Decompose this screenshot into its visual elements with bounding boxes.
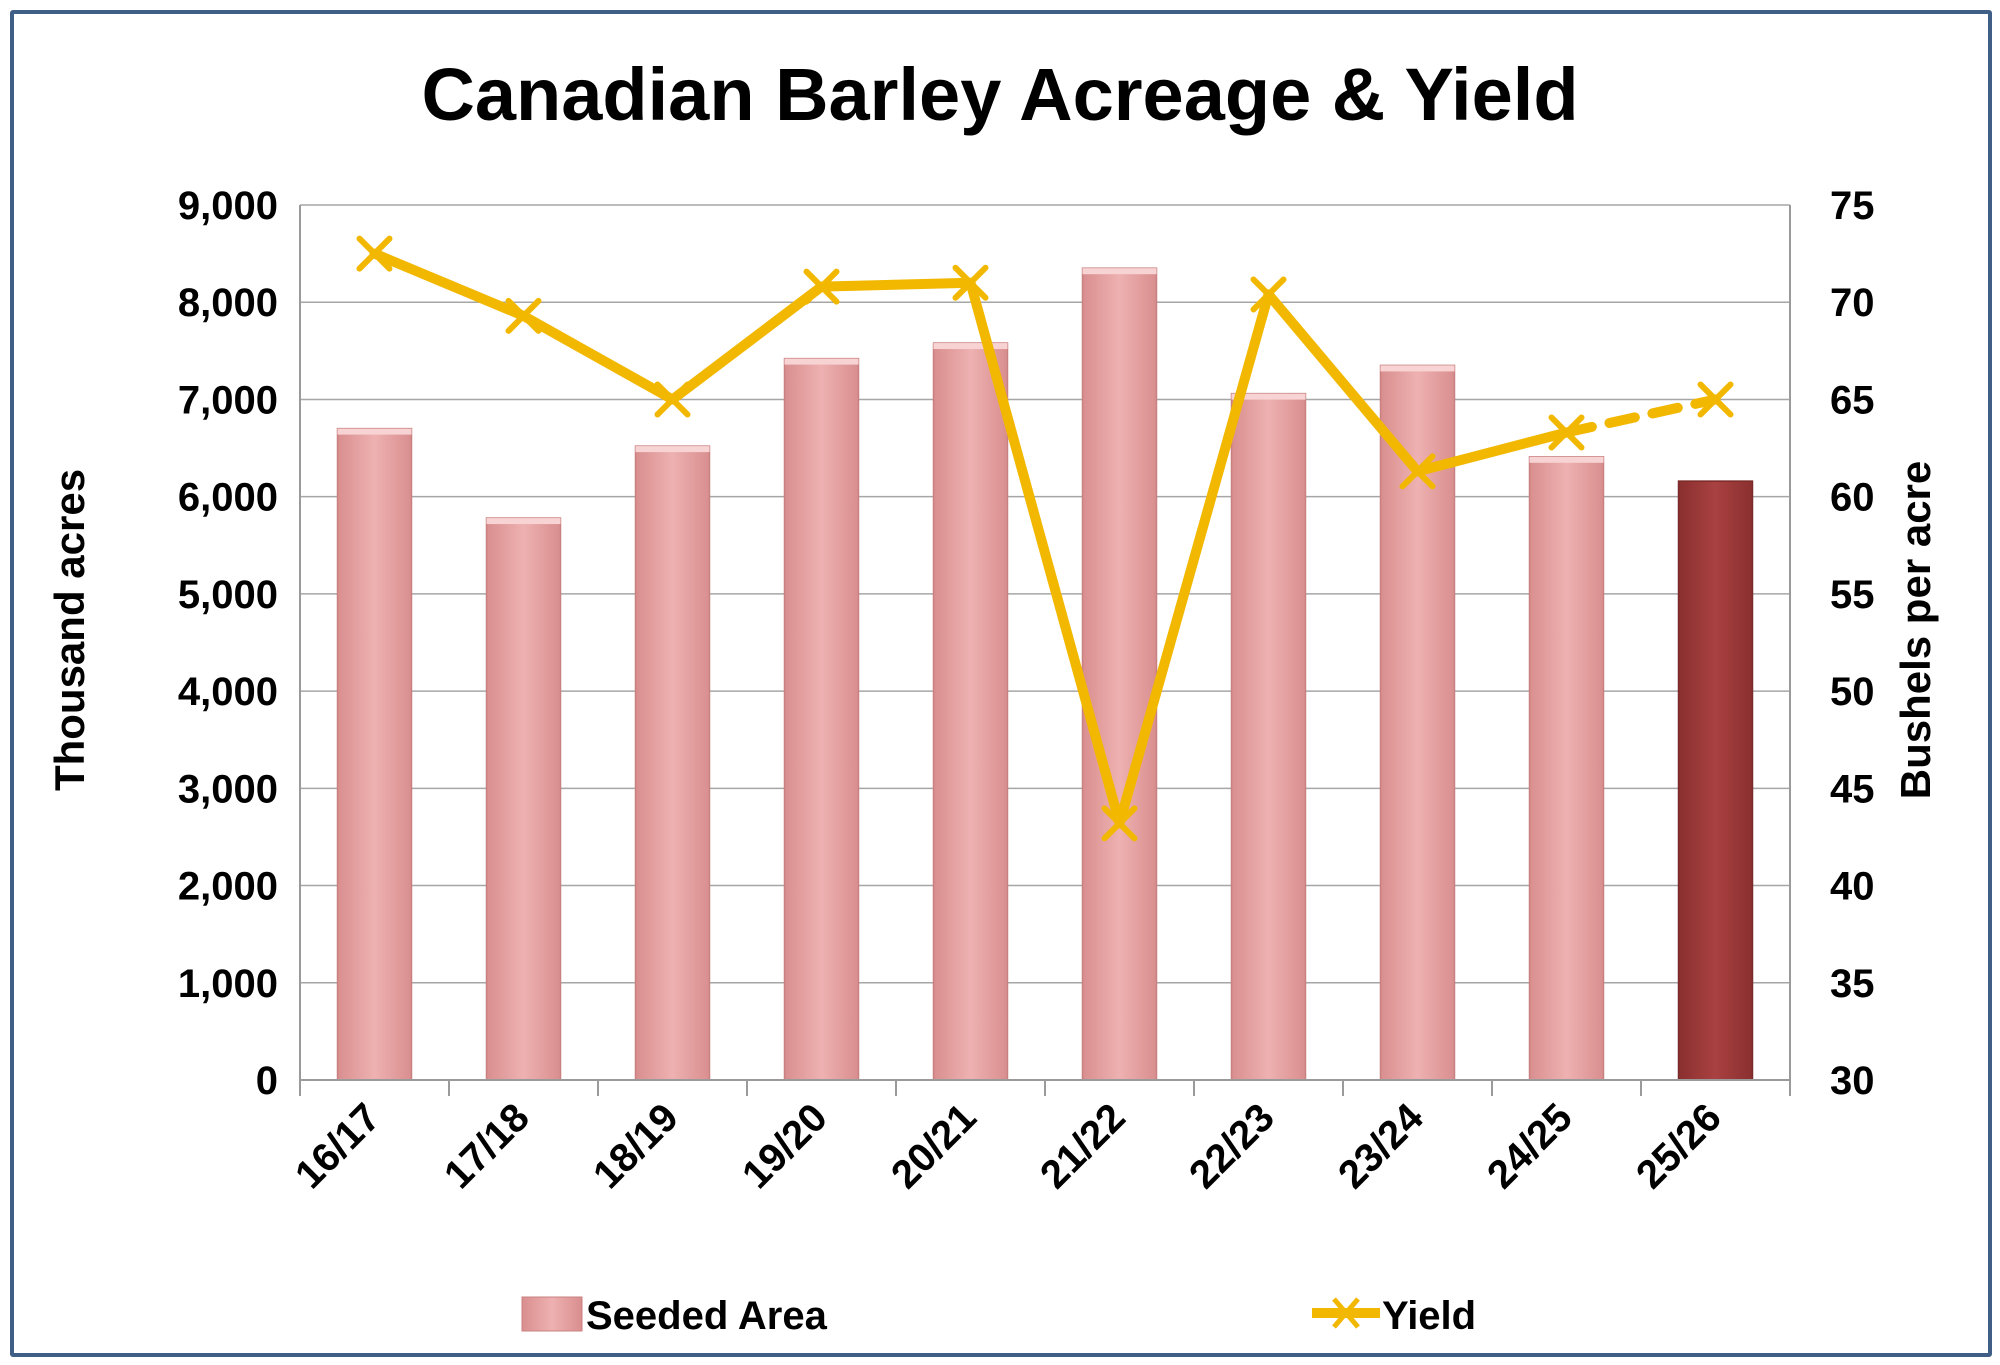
legend-swatch-seeded-area — [521, 1296, 583, 1332]
bar-seeded-area — [1677, 480, 1754, 1081]
bar-seeded-area — [634, 445, 711, 1081]
yield-point-marker — [1101, 805, 1138, 842]
y-axis-left-tick-label: 4,000 — [178, 670, 278, 714]
x-axis-tick-label: 22/23 — [1181, 1095, 1283, 1197]
yield-point-marker — [1250, 276, 1287, 313]
y-axis-right-tick-label: 45 — [1830, 767, 1875, 811]
yield-point-marker — [654, 381, 691, 418]
legend: Seeded Area Yield — [521, 1294, 1476, 1338]
bar-seeded-area — [1528, 456, 1605, 1081]
x-axis-tick-label: 21/22 — [1032, 1095, 1134, 1197]
bar-top-highlight — [1231, 393, 1306, 400]
yield-point-marker — [803, 268, 840, 305]
y-axis-left-tick-label: 2,000 — [178, 865, 278, 909]
yield-line-series — [356, 235, 1734, 842]
bar-top-highlight — [1529, 456, 1604, 463]
x-axis-tick-label: 25/26 — [1628, 1095, 1730, 1197]
bar-top-highlight — [486, 518, 561, 525]
bar-top-highlight — [635, 446, 710, 453]
y-axis-right-tick-label: 40 — [1830, 865, 1875, 909]
bar-top-highlight — [933, 343, 1008, 350]
bar-seeded-area — [932, 342, 1009, 1081]
legend-swatch-yield-marker — [1332, 1297, 1360, 1329]
yield-point-marker — [952, 264, 989, 301]
axes — [299, 205, 1791, 1096]
yield-point-marker — [356, 235, 393, 272]
y-axis-left-tick-label: 0 — [256, 1059, 278, 1103]
x-axis-tick-label: 18/19 — [585, 1095, 687, 1197]
y-axis-right-tick-label: 65 — [1830, 378, 1875, 422]
yield-point-marker — [505, 297, 542, 334]
bar-top-highlight — [1380, 365, 1455, 372]
y-axis-left-tick-label: 5,000 — [178, 573, 278, 617]
y-axis-left-tick-label: 7,000 — [178, 378, 278, 422]
y-axis-right-tick-label: 75 — [1830, 184, 1875, 228]
x-axis-tick-label: 24/25 — [1479, 1095, 1581, 1197]
y-axis-left-tick-label: 1,000 — [178, 962, 278, 1006]
yield-line-dashed — [1561, 394, 1721, 438]
y-axis-right-ticks: 30 35 40 45 50 55 60 65 70 75 — [1830, 184, 1875, 1103]
y-axis-left-tick-label: 6,000 — [178, 476, 278, 520]
x-axis-tick-label: 16/17 — [287, 1095, 389, 1197]
yield-point-marker — [1697, 381, 1734, 418]
bar-top-highlight — [1082, 268, 1157, 275]
y-axis-left-ticks: 0 1,000 2,000 3,000 4,000 5,000 6,000 7,000 8,00… — [178, 184, 278, 1103]
x-axis-ticks: 16/17 17/18 18/19 19/20 20/21 21/22 22/23 23/24… — [287, 1095, 1730, 1197]
y-axis-left-tick-label: 8,000 — [178, 281, 278, 325]
bar-top-highlight — [784, 358, 859, 365]
x-axis-tick-label: 20/21 — [883, 1095, 985, 1197]
y-axis-left-label: Thousand acres — [46, 469, 93, 791]
y-axis-right-tick-label: 60 — [1830, 476, 1875, 520]
x-axis-tick-label: 17/18 — [436, 1095, 538, 1197]
legend-label-yield: Yield — [1382, 1294, 1476, 1338]
bar-series — [336, 267, 1754, 1081]
legend-label-seeded-area: Seeded Area — [586, 1294, 828, 1338]
chart-title: Canadian Barley Acreage & Yield — [421, 53, 1578, 136]
bar-seeded-area — [1230, 392, 1307, 1081]
y-axis-right-tick-label: 35 — [1830, 962, 1875, 1006]
y-axis-right-tick-label: 55 — [1830, 573, 1875, 617]
x-axis-tick-label: 23/24 — [1330, 1095, 1432, 1197]
y-axis-left-tick-label: 9,000 — [178, 184, 278, 228]
bar-seeded-area — [1081, 267, 1158, 1081]
y-axis-right-label: Bushels per acre — [1892, 461, 1939, 800]
bar-seeded-area — [783, 357, 860, 1081]
bar-seeded-area — [336, 427, 413, 1081]
bar-seeded-area — [485, 517, 562, 1081]
bar-top-highlight — [337, 428, 412, 435]
bar-seeded-area — [1379, 364, 1456, 1081]
yield-point-marker — [1548, 414, 1585, 451]
yield-point-marker — [1399, 453, 1436, 490]
x-axis-tick-label: 19/20 — [734, 1095, 836, 1197]
y-axis-left-tick-label: 3,000 — [178, 767, 278, 811]
y-axis-right-tick-label: 30 — [1830, 1059, 1875, 1103]
y-axis-right-tick-label: 70 — [1830, 281, 1875, 325]
y-axis-right-tick-label: 50 — [1830, 670, 1875, 714]
